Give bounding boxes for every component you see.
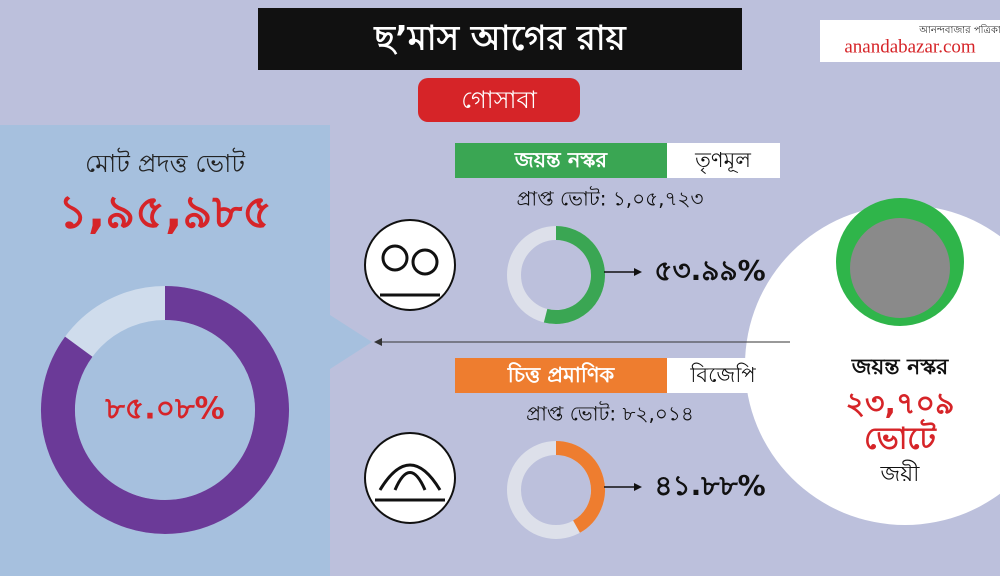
votes-label: প্রাপ্ত ভোট: ১,০৫,৭২৩ [516,187,703,211]
donut-arc [41,286,289,534]
winner-suffix: ভোটে [864,419,937,457]
candidate-name: চিত্ত প্রমাণিক [507,362,616,387]
votes-label: প্রাপ্ত ভোট: ৮২,০১৪ [526,402,694,426]
logo-box [820,20,1000,62]
winner-result: জয়ী [880,460,921,487]
pointer-head [634,268,642,276]
candidate-percent: ৪১.৮৮% [654,469,765,502]
party-name: বিজেপি [689,363,756,387]
brand: anandabazar.com [844,36,976,57]
divider-arrow [374,338,382,346]
brand-small: আনন্দবাজার পত্রিকা [918,24,1000,36]
party-symbol [364,219,456,311]
donut-arc [543,226,605,324]
pointer-head [634,483,642,491]
panel-pointer [330,315,372,369]
winner-margin: ২৩,৭০৯ [846,387,955,422]
subtitle: গোসাবা [461,86,538,114]
candidate-bar [455,358,667,393]
title: ছ’মাস আগের রায় [373,19,627,59]
party-box [667,143,780,178]
party-name: তৃণমূল [694,148,751,174]
winner-name: জয়ন্ত নস্কর [851,355,949,380]
subtitle-box [418,78,580,122]
candidate-bar [455,143,667,178]
party-symbol [364,432,456,524]
party-box [667,358,780,393]
photo [850,218,950,318]
turnout-label: মোট প্রদত্ত ভোট [85,148,245,178]
candidate-percent: ৫৩.৯৯% [654,254,765,287]
turnout-total: ১,৯৫,৯৮৫ [58,185,272,239]
candidate-name: জয়ন্ত নস্কর [514,148,609,172]
title-box [258,8,742,70]
turnout-percent: ৮৫.০৮% [104,392,224,427]
donut-arc [555,441,605,533]
